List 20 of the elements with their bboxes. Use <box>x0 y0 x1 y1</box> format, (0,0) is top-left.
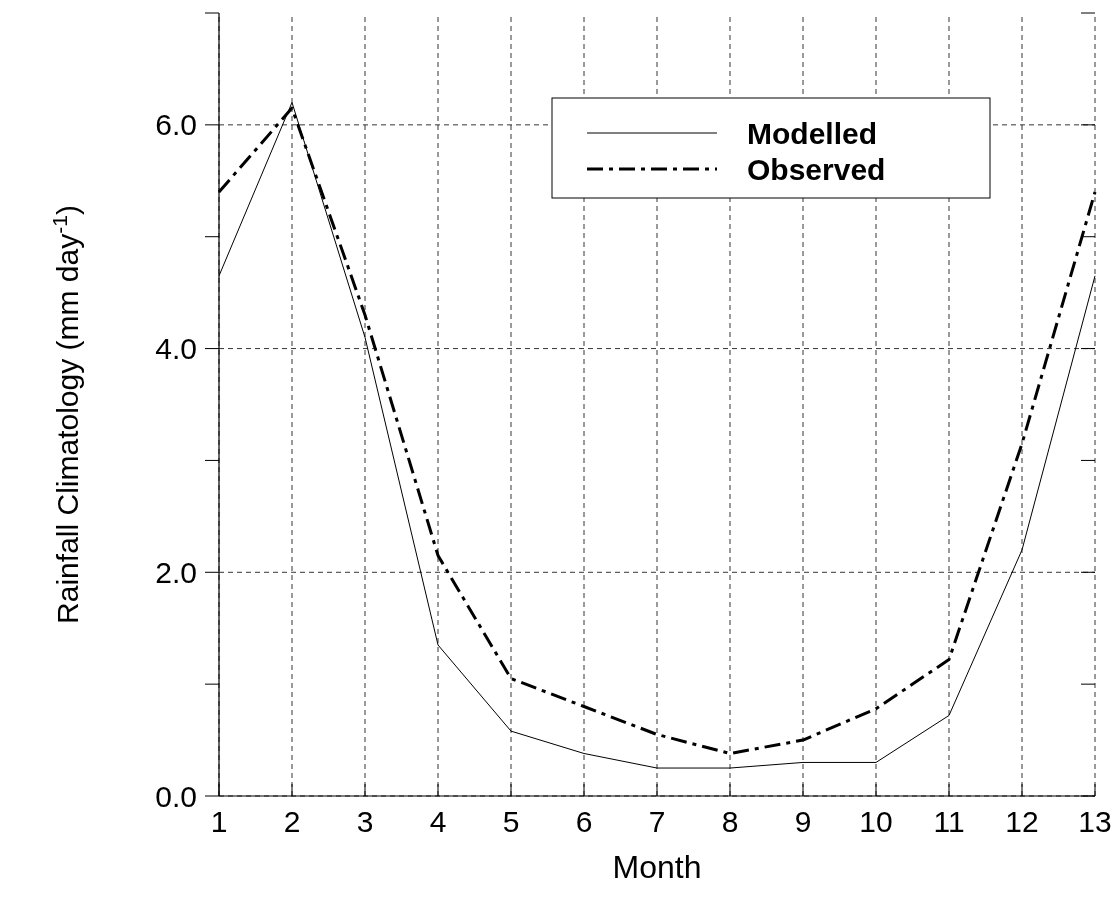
x-tick-label: 10 <box>859 805 893 838</box>
y-tick-label: 2.0 <box>155 555 197 589</box>
x-axis-title: Month <box>612 849 702 885</box>
x-tick-label: 5 <box>502 805 520 838</box>
y-tick-label: 6.0 <box>155 108 197 142</box>
y-tick-label: 4.0 <box>155 332 197 366</box>
x-tick-label: 11 <box>933 805 965 838</box>
x-tick-label: 13 <box>1078 805 1112 838</box>
x-tick-label: 9 <box>794 805 812 838</box>
x-tick-label: 3 <box>356 805 374 838</box>
x-tick-label: 2 <box>283 805 301 838</box>
y-tick-label: 0.0 <box>155 779 197 813</box>
x-tick-label: 6 <box>575 805 593 838</box>
legend-label: Modelled <box>747 116 878 150</box>
x-tick-label: 12 <box>1005 805 1039 838</box>
x-tick-label: 1 <box>210 805 228 838</box>
x-tick-label: 8 <box>721 805 739 838</box>
legend-label: Observed <box>747 152 886 186</box>
x-tick-label: 4 <box>429 805 447 838</box>
x-tick-label: 7 <box>648 805 666 838</box>
